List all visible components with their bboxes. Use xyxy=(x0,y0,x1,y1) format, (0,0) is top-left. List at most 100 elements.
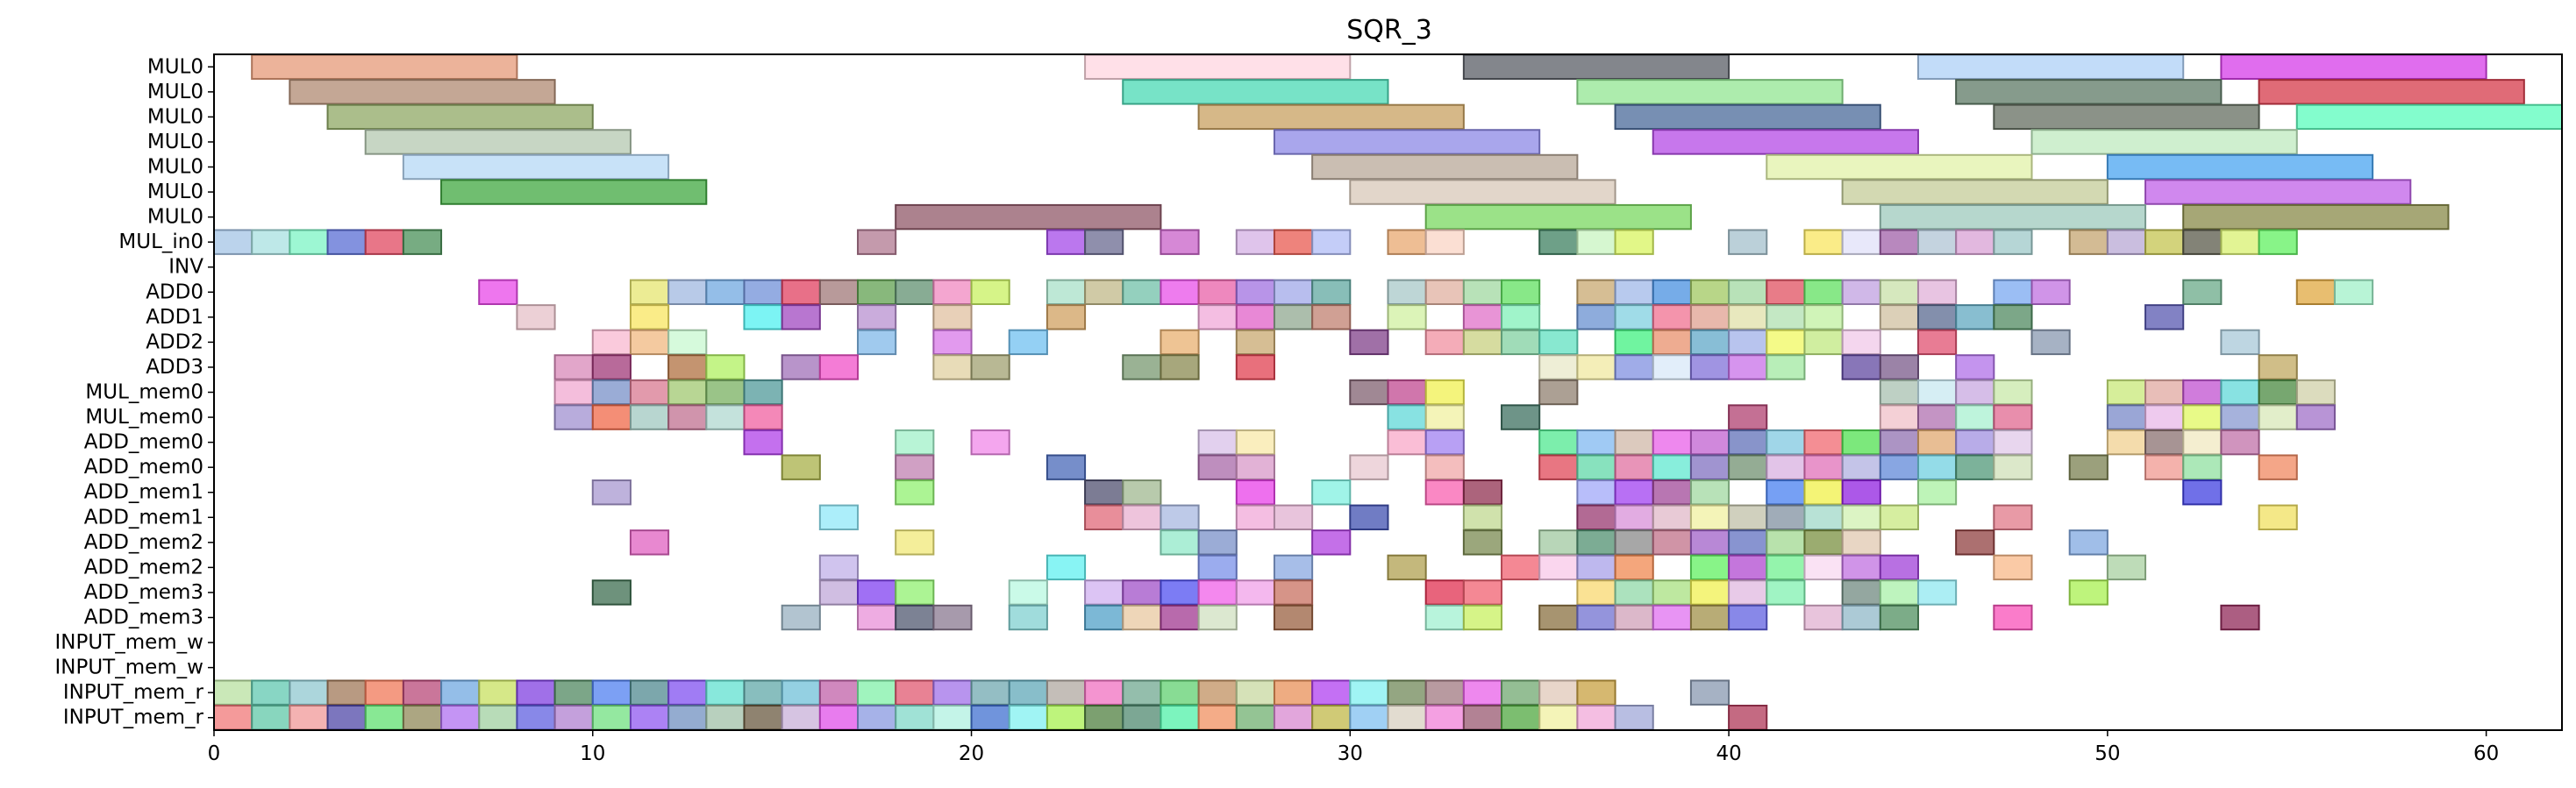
task-bar xyxy=(932,604,973,631)
task-bar xyxy=(1841,479,1881,506)
task-bar xyxy=(1462,604,1503,631)
task-bar xyxy=(1614,279,1654,305)
task-bar xyxy=(1993,454,2033,480)
task-bar xyxy=(1045,279,1087,305)
task-bar xyxy=(932,329,973,356)
task-bar xyxy=(591,354,632,380)
x-tick-label: 40 xyxy=(1716,742,1741,765)
task-bar xyxy=(2333,279,2374,305)
task-bar xyxy=(1916,304,1958,330)
task-bar xyxy=(2295,103,2563,131)
task-bar xyxy=(1273,504,1314,530)
task-bar xyxy=(591,329,632,356)
task-bar xyxy=(1879,203,2147,231)
task-bar xyxy=(289,229,329,255)
task-bar xyxy=(1160,579,1200,606)
task-bar xyxy=(289,679,329,706)
task-bar xyxy=(667,329,708,356)
task-bar xyxy=(1349,379,1389,406)
task-bar xyxy=(1993,429,2033,456)
task-bar xyxy=(1424,404,1465,430)
task-bar xyxy=(2106,379,2147,406)
task-bar xyxy=(1424,479,1465,506)
task-bar xyxy=(1728,705,1768,731)
task-bar xyxy=(1122,79,1389,105)
task-bar xyxy=(1916,53,2185,80)
task-bar xyxy=(1462,705,1503,731)
task-bar xyxy=(1160,279,1200,305)
task-bar xyxy=(705,279,746,305)
task-bar xyxy=(1349,179,1616,205)
task-bar xyxy=(970,705,1010,731)
task-bar xyxy=(1841,429,1881,456)
task-bar xyxy=(781,454,821,480)
task-bar xyxy=(1008,329,1048,356)
x-tick-label: 20 xyxy=(959,742,984,765)
task-bar xyxy=(970,429,1010,456)
task-bar xyxy=(705,354,746,380)
task-bar xyxy=(1879,604,1919,631)
task-bar xyxy=(1538,454,1579,480)
task-bar xyxy=(743,404,783,430)
task-bar xyxy=(1501,404,1541,430)
row-label: MUL0 xyxy=(147,206,203,229)
task-bar xyxy=(1803,479,1844,506)
task-bar xyxy=(2068,579,2109,606)
task-bar xyxy=(1576,604,1616,631)
task-bar xyxy=(1273,304,1314,330)
task-bar xyxy=(1993,304,2033,330)
task-bar xyxy=(1614,103,1881,131)
task-bar xyxy=(553,705,594,731)
row-label: MUL0 xyxy=(147,105,203,128)
row-labels: MUL0MUL0MUL0MUL0MUL0MUL0MUL0MUL_in0INVAD… xyxy=(54,55,214,729)
task-bar xyxy=(440,705,481,731)
task-bar xyxy=(1462,329,1503,356)
task-bar xyxy=(1424,279,1465,305)
task-bar xyxy=(591,379,632,406)
task-bar xyxy=(1197,103,1465,131)
task-bar xyxy=(1045,454,1087,480)
task-bar xyxy=(1652,479,1692,506)
task-bar xyxy=(2258,229,2298,255)
task-bar xyxy=(1387,229,1427,255)
task-bar xyxy=(818,579,860,606)
task-bar xyxy=(1387,404,1427,430)
task-bar xyxy=(1689,604,1730,631)
task-bar xyxy=(2220,604,2260,631)
task-bar xyxy=(1462,529,1503,556)
task-bar xyxy=(857,279,897,305)
task-bar xyxy=(895,203,1162,231)
task-bar xyxy=(1955,379,1995,406)
task-bar xyxy=(2258,79,2525,105)
task-bar xyxy=(743,379,783,406)
task-bar xyxy=(251,705,291,731)
task-bar xyxy=(1916,579,1958,606)
task-bar xyxy=(1879,304,1919,330)
row-label: ADD_mem1 xyxy=(84,481,203,504)
row-label: ADD_mem0 xyxy=(84,431,203,454)
task-bar xyxy=(326,103,594,131)
task-bar xyxy=(289,79,556,105)
task-bar xyxy=(932,354,973,380)
task-bar xyxy=(1008,679,1048,706)
task-bar xyxy=(1803,454,1844,480)
task-bar xyxy=(1084,604,1124,631)
chart-title: SQR_3 xyxy=(1346,15,1432,46)
task-bar xyxy=(1916,329,1958,356)
task-bar xyxy=(553,679,594,706)
task-bar xyxy=(1803,529,1844,556)
task-bar xyxy=(1576,79,1844,105)
task-bar xyxy=(1993,404,2033,430)
task-bar xyxy=(2295,379,2336,406)
task-bar xyxy=(2295,404,2336,430)
task-bar xyxy=(1197,454,1238,480)
task-bar xyxy=(1197,679,1238,706)
task-bar xyxy=(2258,379,2298,406)
task-bar xyxy=(1197,304,1238,330)
task-bar xyxy=(1501,329,1541,356)
task-bar xyxy=(1349,329,1389,356)
task-bar xyxy=(1008,579,1048,606)
row-label: MUL0 xyxy=(147,181,203,203)
task-bar xyxy=(1273,579,1314,606)
task-bar xyxy=(2144,379,2185,406)
